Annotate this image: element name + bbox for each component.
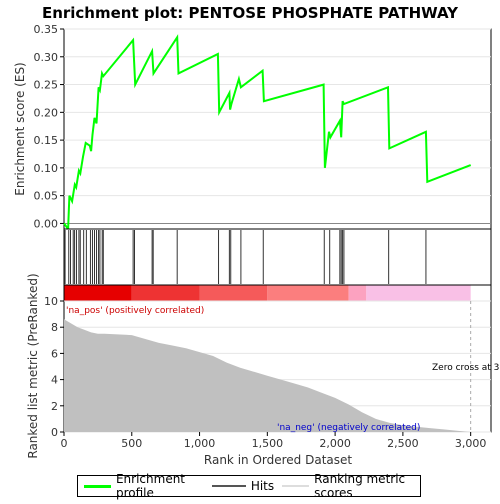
- legend-swatch-hits: [211, 485, 246, 487]
- chart-title: Enrichment plot: PENTOSE PHOSPHATE PATHW…: [42, 4, 459, 22]
- legend-label-metric: Ranking metric scores: [314, 472, 406, 500]
- legend-item-metric: Ranking metric scores: [282, 472, 420, 500]
- pos-correlated-label: 'na_pos' (positively correlated): [66, 306, 204, 316]
- x-tick-label: 1,000: [184, 437, 216, 450]
- metric-y-ticks: 0 2 4 6 8 10: [44, 295, 64, 439]
- es-panel-frame: [63, 28, 492, 230]
- x-tick-label: 500: [121, 437, 142, 450]
- rank-gradient-bar: [64, 285, 471, 301]
- es-y-ticks: 0.00 0.05 0.10 0.15 0.20 0.25 0.30 0.35: [34, 23, 64, 230]
- legend-label-enrichment: Enrichment profile: [115, 472, 186, 500]
- hit-marks: [64, 230, 427, 284]
- x-tick-label: 3,000: [455, 437, 487, 450]
- enrichment-profile-line: [63, 34, 472, 232]
- x-tick-label: 0: [61, 437, 68, 450]
- legend-item-enrichment: Enrichment profile: [84, 472, 204, 500]
- metric-y-tick-label: 8: [51, 321, 58, 334]
- zero-cross-label: Zero cross at 3: [432, 363, 499, 373]
- x-axis-title: Rank in Ordered Dataset: [204, 453, 352, 467]
- es-tick-label: 0.10: [34, 162, 59, 175]
- x-tick-label: 2,000: [319, 437, 351, 450]
- metric-y-tick-label: 10: [44, 295, 58, 308]
- x-tick-label: 2,500: [387, 437, 419, 450]
- es-tick-label: 0.30: [34, 51, 59, 64]
- es-tick-label: 0.15: [34, 134, 59, 147]
- metric-y-tick-label: 0: [51, 426, 58, 439]
- gradient-segment: [64, 285, 132, 301]
- metric-y-tick-label: 4: [51, 374, 58, 387]
- metric-y-tick-label: 6: [51, 347, 58, 360]
- legend-item-hits: Hits: [211, 479, 275, 493]
- metric-y-tick-label: 2: [51, 400, 58, 413]
- metric-y-axis-title: Ranked list metric (PreRanked): [26, 273, 40, 458]
- hits-panel-frame: [63, 228, 492, 286]
- neg-correlated-label: 'na_neg' (negatively correlated): [277, 423, 420, 433]
- gradient-segment: [199, 285, 268, 301]
- gradient-segment: [366, 285, 471, 301]
- x-tick-label: 1,500: [252, 437, 284, 450]
- es-tick-label: 0.05: [34, 190, 59, 203]
- gradient-segment: [131, 285, 200, 301]
- gradient-segment: [267, 285, 349, 301]
- metric-x-ticks: 0 500 1,000 1,500 2,000 2,500 3,000: [61, 432, 487, 450]
- legend-swatch-metric: [282, 485, 310, 487]
- es-tick-label: 0.20: [34, 106, 59, 119]
- es-tick-label: 0.35: [34, 23, 59, 36]
- gradient-segment: [348, 285, 367, 301]
- legend-label-hits: Hits: [250, 479, 275, 493]
- ranking-metric-area: [64, 319, 471, 432]
- legend: Enrichment profile Hits Ranking metric s…: [77, 472, 421, 500]
- legend-swatch-green: [84, 484, 111, 488]
- es-y-axis-title: Enrichment score (ES): [13, 62, 27, 195]
- es-tick-label: 0.25: [34, 79, 59, 92]
- es-tick-label: 0.00: [34, 217, 59, 230]
